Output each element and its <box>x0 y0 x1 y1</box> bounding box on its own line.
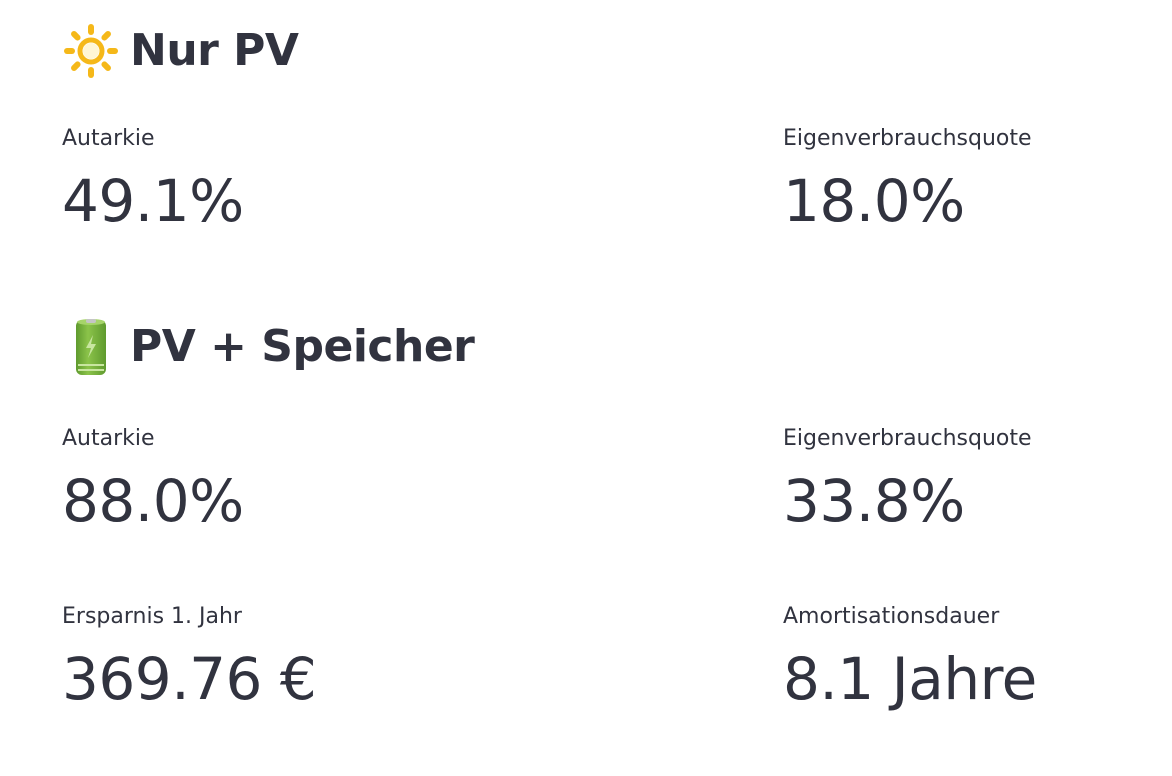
metric-label: Eigenverbrauchsquote <box>783 426 1032 451</box>
metric-label: Autarkie <box>62 126 155 151</box>
metric-ersparnis: Ersparnis 1. Jahr 369.76 € <box>62 604 317 713</box>
metric-label: Autarkie <box>62 426 155 451</box>
metric-value: 88.0% <box>62 467 244 535</box>
metric-value: 33.8% <box>783 467 965 535</box>
metric-label: Amortisationsdauer <box>783 604 1000 629</box>
metric-value: 369.76 € <box>62 645 317 713</box>
metric-amortisationsdauer: Amortisationsdauer 8.1 Jahre <box>783 604 1037 713</box>
metric-autarkie-pv: Autarkie 49.1% <box>62 126 244 235</box>
sun-icon <box>62 22 120 80</box>
metric-label: Eigenverbrauchsquote <box>783 126 1032 151</box>
section-title: Nur PV <box>130 25 299 76</box>
metric-eigenverbrauchsquote-pv: Eigenverbrauchsquote 18.0% <box>783 126 1032 235</box>
section-title: PV + Speicher <box>130 321 475 372</box>
metric-label: Ersparnis 1. Jahr <box>62 604 242 629</box>
metric-autarkie-speicher: Autarkie 88.0% <box>62 426 244 535</box>
battery-icon <box>62 318 120 376</box>
metric-value: 8.1 Jahre <box>783 645 1037 713</box>
metric-eigenverbrauchsquote-speicher: Eigenverbrauchsquote 33.8% <box>783 426 1032 535</box>
section-heading-pv-speicher: PV + Speicher <box>62 318 475 376</box>
metric-value: 49.1% <box>62 167 244 235</box>
section-heading-nur-pv: Nur PV <box>62 22 299 80</box>
metric-value: 18.0% <box>783 167 965 235</box>
